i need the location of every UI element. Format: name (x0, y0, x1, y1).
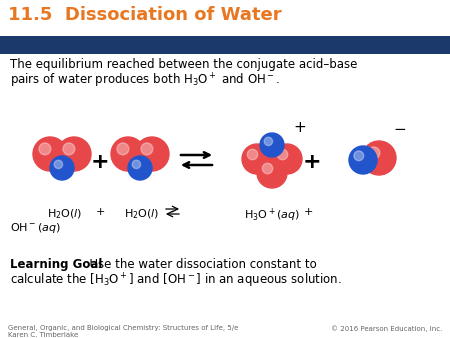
Text: pairs of water produces both H$_3$O$^+$ and OH$^-$.: pairs of water produces both H$_3$O$^+$ … (10, 72, 280, 90)
Text: Learning Goal: Learning Goal (10, 258, 103, 271)
Circle shape (262, 163, 273, 174)
Text: The equilibrium reached between the conjugate acid–base: The equilibrium reached between the conj… (10, 58, 357, 71)
Circle shape (135, 137, 169, 171)
Circle shape (354, 151, 364, 161)
Circle shape (242, 144, 272, 174)
Circle shape (260, 133, 284, 157)
Text: +: + (303, 152, 321, 172)
Circle shape (39, 143, 51, 155)
Text: 11.5  Dissociation of Water: 11.5 Dissociation of Water (8, 6, 282, 24)
Text: © 2016 Pearson Education, Inc.: © 2016 Pearson Education, Inc. (331, 325, 442, 332)
Text: H$_2$O($l$): H$_2$O($l$) (124, 207, 160, 221)
Circle shape (132, 160, 140, 169)
Text: +: + (95, 207, 105, 217)
Circle shape (349, 146, 377, 174)
Bar (0, 36, 450, 54)
Text: +: + (303, 207, 313, 217)
Text: General, Organic, and Biological Chemistry: Structures of Life, 5/e
Karen C. Tim: General, Organic, and Biological Chemist… (8, 325, 238, 338)
Text: H$_3$O$^+$($aq$): H$_3$O$^+$($aq$) (244, 207, 300, 224)
Circle shape (33, 137, 67, 171)
Circle shape (57, 137, 91, 171)
Text: +: + (293, 121, 306, 136)
Text: −: − (394, 122, 406, 138)
Text: OH$^-$($aq$): OH$^-$($aq$) (10, 221, 61, 235)
Text: H$_2$O($l$): H$_2$O($l$) (47, 207, 83, 221)
Circle shape (111, 137, 145, 171)
Circle shape (128, 156, 152, 180)
Circle shape (257, 158, 287, 188)
Circle shape (368, 147, 380, 159)
Circle shape (264, 137, 273, 146)
Text: calculate the [H$_3$O$^+$] and [OH$^-$] in an aqueous solution.: calculate the [H$_3$O$^+$] and [OH$^-$] … (10, 272, 342, 290)
Circle shape (63, 143, 75, 155)
Text: Use the water dissociation constant to: Use the water dissociation constant to (82, 258, 317, 271)
Circle shape (50, 156, 74, 180)
Circle shape (141, 143, 153, 155)
Circle shape (272, 144, 302, 174)
Circle shape (54, 160, 63, 169)
Circle shape (247, 149, 258, 160)
Circle shape (117, 143, 129, 155)
Text: +: + (91, 152, 109, 172)
Circle shape (277, 149, 288, 160)
Circle shape (362, 141, 396, 175)
